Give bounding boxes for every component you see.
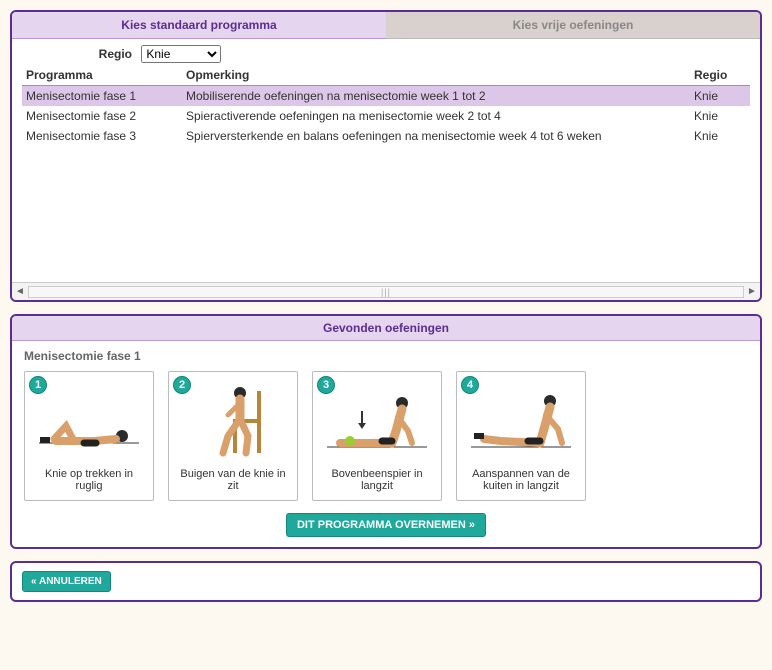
region-select[interactable]: Knie <box>141 45 221 63</box>
scroll-thumb[interactable]: ||| <box>29 287 743 297</box>
cell-region: Knie <box>690 86 750 107</box>
scroll-left-icon[interactable]: ◄ <box>12 286 28 297</box>
program-selection-panel: Kies standaard programma Kies vrije oefe… <box>10 10 762 302</box>
scroll-grip-icon: ||| <box>381 287 391 297</box>
cell-program: Menisectomie fase 1 <box>22 86 182 107</box>
cell-region: Knie <box>690 126 750 146</box>
exercise-thumbnail <box>29 376 149 466</box>
col-program: Programma <box>22 65 182 86</box>
take-over-program-button[interactable]: DIT PROGRAMMA OVERNEMEN » <box>286 513 486 537</box>
exercise-card[interactable]: 1 Knie op trekken in ruglig <box>24 371 154 501</box>
exercise-label: Aanspannen van de kuiten in langzit <box>461 466 581 496</box>
exercise-figure-icon <box>34 381 144 461</box>
table-empty-space <box>22 146 750 276</box>
exercise-figure-icon <box>322 381 432 461</box>
region-filter-row: Regio Knie <box>12 39 760 65</box>
exercise-figure-icon <box>178 381 288 461</box>
exercise-label: Knie op trekken in ruglig <box>29 466 149 496</box>
tab-bar: Kies standaard programma Kies vrije oefe… <box>12 12 760 39</box>
tab-standard-program[interactable]: Kies standaard programma <box>12 12 386 39</box>
tab-free-exercises[interactable]: Kies vrije oefeningen <box>386 12 760 39</box>
table-row[interactable]: Menisectomie fase 1 Mobiliserende oefeni… <box>22 86 750 107</box>
cell-region: Knie <box>690 106 750 126</box>
exercise-list: 1 Knie op trekken in ruglig 2 <box>12 367 760 509</box>
exercise-number-badge: 4 <box>461 376 479 394</box>
exercise-label: Bovenbeenspier in langzit <box>317 466 437 496</box>
cancel-button[interactable]: « ANNULEREN <box>22 571 111 592</box>
col-remark: Opmerking <box>182 65 690 86</box>
exercise-number-badge: 3 <box>317 376 335 394</box>
exercise-card[interactable]: 4 Aanspannen van de kuiten in langzit <box>456 371 586 501</box>
scroll-track[interactable]: ||| <box>28 286 744 298</box>
region-label: Regio <box>22 47 132 61</box>
exercise-card[interactable]: 3 Bovenbeenspier in langzit <box>312 371 442 501</box>
cell-remark: Spierversterkende en balans oefeningen n… <box>182 126 690 146</box>
found-exercises-header: Gevonden oefeningen <box>12 316 760 341</box>
exercise-figure-icon <box>466 381 576 461</box>
exercise-number-badge: 1 <box>29 376 47 394</box>
takeover-action-row: DIT PROGRAMMA OVERNEMEN » <box>12 509 760 547</box>
scroll-right-icon[interactable]: ► <box>744 286 760 297</box>
exercise-label: Buigen van de knie in zit <box>173 466 293 496</box>
exercise-card[interactable]: 2 Buigen van de knie in zit <box>168 371 298 501</box>
table-row[interactable]: Menisectomie fase 3 Spierversterkende en… <box>22 126 750 146</box>
cell-program: Menisectomie fase 2 <box>22 106 182 126</box>
found-exercises-panel: Gevonden oefeningen Menisectomie fase 1 … <box>10 314 762 549</box>
exercise-number-badge: 2 <box>173 376 191 394</box>
bottom-actions-panel: « ANNULEREN <box>10 561 762 602</box>
horizontal-scrollbar[interactable]: ◄ ||| ► <box>12 282 760 300</box>
exercise-thumbnail <box>461 376 581 466</box>
program-table: Programma Opmerking Regio Menisectomie f… <box>22 65 750 146</box>
col-region: Regio <box>690 65 750 86</box>
cell-remark: Spieractiverende oefeningen na menisecto… <box>182 106 690 126</box>
selected-program-title: Menisectomie fase 1 <box>12 341 760 367</box>
table-row[interactable]: Menisectomie fase 2 Spieractiverende oef… <box>22 106 750 126</box>
cell-remark: Mobiliserende oefeningen na menisectomie… <box>182 86 690 107</box>
cell-program: Menisectomie fase 3 <box>22 126 182 146</box>
exercise-thumbnail <box>317 376 437 466</box>
exercise-thumbnail <box>173 376 293 466</box>
program-table-wrap: Programma Opmerking Regio Menisectomie f… <box>12 65 760 282</box>
